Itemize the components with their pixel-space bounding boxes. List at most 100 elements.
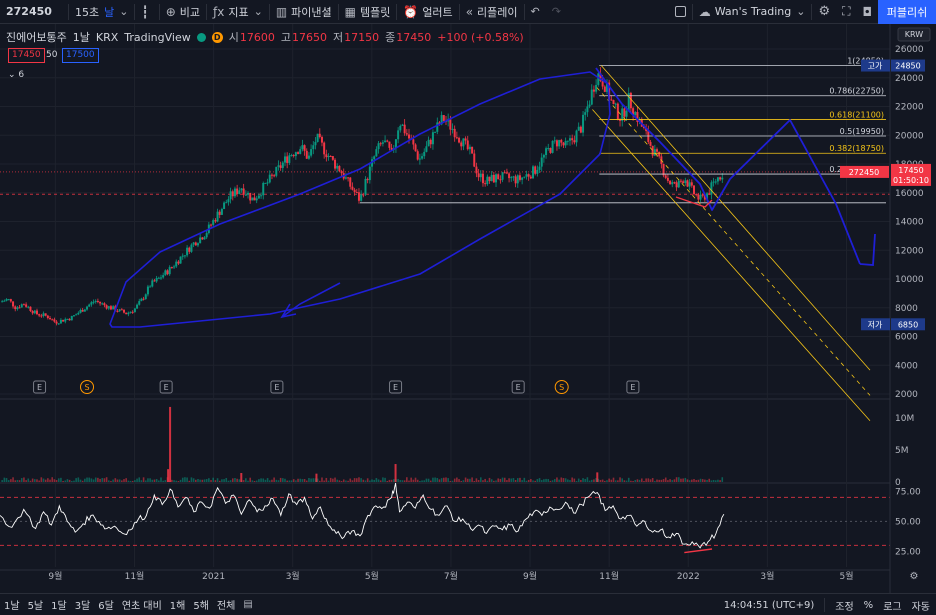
candle-body bbox=[699, 194, 702, 200]
log-toggle[interactable]: 로그 bbox=[883, 601, 902, 613]
candle-body bbox=[77, 312, 80, 315]
volume-bar bbox=[86, 477, 88, 482]
redo-button[interactable]: ↷ bbox=[546, 0, 567, 24]
volume-bar bbox=[238, 479, 241, 482]
volume-bar bbox=[604, 480, 606, 482]
candle-body bbox=[183, 255, 186, 257]
fullscreen-layout-button[interactable] bbox=[669, 0, 692, 24]
volume-bar bbox=[582, 478, 584, 482]
snapshot-button[interactable]: ◘ bbox=[857, 0, 879, 24]
symbol-search[interactable]: 272450 bbox=[6, 5, 52, 18]
candle-body bbox=[571, 138, 574, 141]
volume-bar bbox=[495, 480, 497, 482]
candle-body bbox=[260, 195, 263, 197]
indicator-count: 6 bbox=[18, 70, 25, 80]
candle-body bbox=[566, 140, 569, 142]
volume-bar bbox=[499, 478, 502, 482]
candle-body bbox=[307, 155, 310, 159]
price-scale-value-box bbox=[891, 59, 925, 72]
volume-bar bbox=[162, 480, 164, 482]
price-axis-background bbox=[890, 24, 936, 593]
bid-price-box[interactable]: 17450 bbox=[8, 48, 45, 63]
candle-body bbox=[94, 300, 97, 302]
auto-toggle[interactable]: 자동 bbox=[911, 601, 930, 613]
chart-area[interactable]: 1(24850)0.786(22750)0.618(21100)0.5(1995… bbox=[0, 24, 936, 593]
volume-bar bbox=[625, 480, 628, 482]
candle-body bbox=[688, 182, 691, 187]
percent-toggle[interactable]: % bbox=[863, 599, 874, 611]
range-button-0[interactable]: 1날 bbox=[4, 601, 20, 612]
candle-body bbox=[662, 163, 665, 176]
financials-button[interactable]: ▥ 파이낸셜 bbox=[270, 0, 338, 24]
volume-bar bbox=[153, 479, 156, 482]
publish-button[interactable]: 퍼블리쉬 bbox=[878, 0, 936, 24]
last-symbol-tag bbox=[840, 165, 889, 178]
earnings-marker bbox=[270, 380, 284, 394]
fullscreen-button[interactable]: ⛶ bbox=[836, 0, 856, 24]
alerts-label: 얼러트 bbox=[422, 5, 453, 19]
volume-bar bbox=[643, 480, 645, 482]
undo-icon: ↶ bbox=[530, 5, 540, 18]
volume-bar bbox=[212, 477, 215, 482]
adjust-toggle[interactable]: 조정 bbox=[835, 601, 854, 613]
candle-body bbox=[451, 128, 454, 130]
range-button-5[interactable]: 연초 대비 bbox=[121, 601, 162, 612]
interval-selector[interactable]: 15초 날 ⌄ bbox=[69, 0, 134, 24]
rsi-divergence-line bbox=[684, 548, 713, 554]
divider bbox=[691, 3, 693, 20]
goto-date-button[interactable]: ▤ bbox=[239, 599, 256, 610]
clock-time[interactable]: 14:04:51 (UTC+9) bbox=[723, 599, 815, 611]
candle-body bbox=[656, 149, 659, 152]
undo-button[interactable]: ↶ bbox=[525, 0, 546, 24]
candle-body bbox=[7, 299, 10, 301]
candle-body bbox=[101, 303, 104, 305]
volume-bar bbox=[464, 477, 467, 482]
volume-bar bbox=[345, 480, 347, 482]
layout-menu[interactable]: ☁ Wan's Trading ⌄ bbox=[693, 0, 812, 24]
volume-bar bbox=[121, 480, 123, 482]
compare-button[interactable]: ⊕ 비교 bbox=[160, 0, 206, 24]
candle-body bbox=[331, 156, 334, 160]
candle-body bbox=[203, 237, 206, 240]
indicators-label: 지표 bbox=[228, 5, 249, 19]
candle-body bbox=[249, 192, 252, 201]
candle-body bbox=[477, 173, 480, 178]
candle-body bbox=[325, 154, 328, 158]
volume-bar bbox=[586, 477, 589, 482]
blue-projection-path bbox=[595, 67, 861, 265]
alerts-button[interactable]: ⏰ 얼러트 bbox=[397, 0, 458, 24]
range-button-1[interactable]: 5날 bbox=[27, 601, 44, 612]
candle-body bbox=[1, 301, 4, 303]
templates-button[interactable]: ▦ 템플릿 bbox=[339, 0, 397, 24]
candle-body bbox=[449, 118, 452, 130]
price-tick-label: 4000 bbox=[895, 361, 918, 371]
candle-body bbox=[86, 306, 89, 310]
volume-bar bbox=[577, 478, 580, 482]
candle-body bbox=[288, 155, 291, 163]
replay-button[interactable]: «리플레이 bbox=[460, 0, 524, 24]
candle-body bbox=[658, 151, 661, 157]
ask-price-box[interactable]: 17500 bbox=[62, 48, 99, 63]
volume-tick-label: 5M bbox=[895, 446, 909, 456]
volume-bar bbox=[14, 480, 17, 482]
candle-body bbox=[703, 194, 706, 200]
candle-body bbox=[429, 139, 432, 145]
range-button-2[interactable]: 1달 bbox=[51, 601, 67, 612]
volume-bar bbox=[414, 477, 417, 482]
range-button-4[interactable]: 6달 bbox=[98, 601, 114, 612]
volume-bar bbox=[614, 480, 617, 482]
indicator-toggle[interactable]: ⌄ 6 bbox=[8, 70, 24, 80]
range-button-6[interactable]: 1해 bbox=[169, 601, 186, 612]
volume-bar bbox=[714, 480, 717, 482]
range-button-3[interactable]: 3달 bbox=[74, 601, 91, 612]
volume-spike bbox=[169, 406, 172, 482]
settings-button[interactable]: ⚙ bbox=[812, 0, 836, 24]
change-value: +100 (+0.58%) bbox=[437, 30, 524, 44]
volume-bar bbox=[114, 478, 117, 482]
candle-body bbox=[462, 138, 465, 147]
range-button-8[interactable]: 전체 bbox=[216, 601, 236, 612]
volume-bar bbox=[231, 478, 234, 482]
candle-type-button[interactable]: ┇ bbox=[135, 0, 158, 24]
range-button-7[interactable]: 5해 bbox=[193, 601, 209, 612]
indicators-button[interactable]: ƒx 지표 ⌄ bbox=[207, 0, 269, 24]
